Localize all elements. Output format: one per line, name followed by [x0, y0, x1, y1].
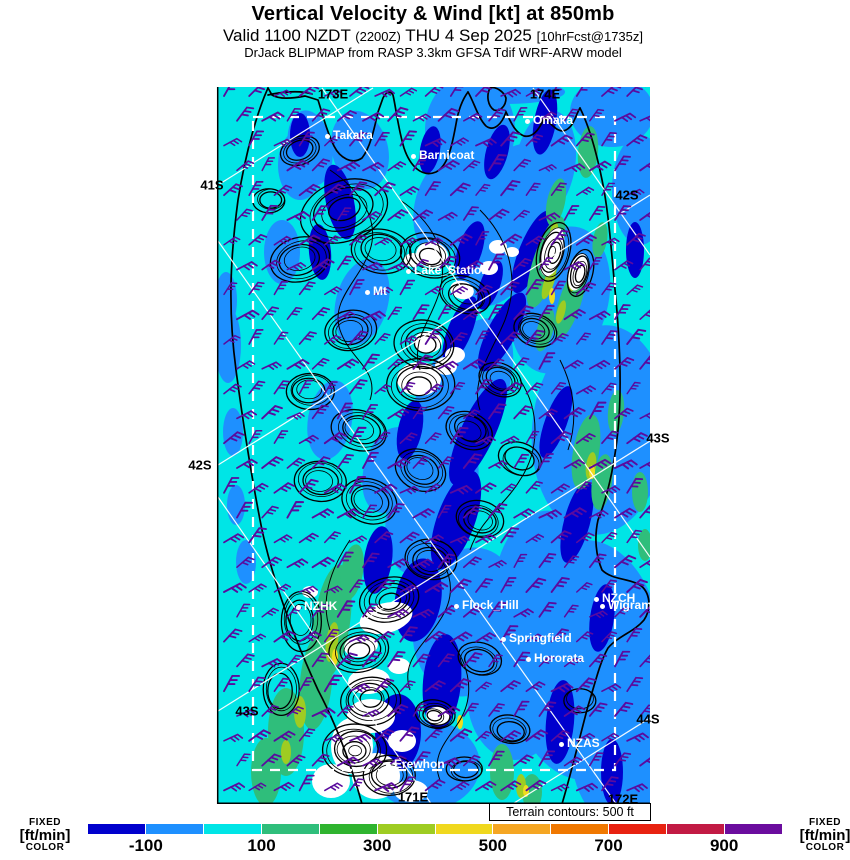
colorbar-segment	[551, 824, 609, 834]
legend-unit-label: [ft/min]	[799, 827, 850, 844]
colorbar-segment	[88, 824, 145, 834]
legend-color-label: COLOR	[805, 842, 845, 853]
colorbar-segment	[145, 824, 203, 834]
valid-prefix: Valid 1100 NZDT	[222, 26, 351, 46]
colorbar-ticks: -100 100 300 500 700 900	[0, 836, 850, 858]
colorbar-tick-label: -100	[128, 836, 163, 855]
legend-fixed-label: FIXED	[29, 817, 61, 828]
colorbar	[88, 824, 783, 834]
colorbar-tick-label: 300	[362, 836, 392, 855]
legend-color-label: COLOR	[25, 842, 65, 853]
colorbar-tick-label: 100	[247, 836, 276, 855]
legend-fixed-label: FIXED	[809, 817, 841, 828]
colorbar-segment	[667, 824, 725, 834]
header: Vertical Velocity & Wind [kt] at 850mb V…	[8, 3, 850, 61]
colorbar-segment	[319, 824, 377, 834]
legend-units-left: FIXED [ft/min] COLOR	[4, 818, 86, 853]
colorbar-segment	[435, 824, 493, 834]
colorbar-tick-label: 700	[594, 836, 623, 855]
forecast-tag: [10hrFcst@1735z]	[536, 29, 644, 45]
map-field	[217, 87, 650, 804]
colorbar-segment	[493, 824, 551, 834]
colorbar-segment	[377, 824, 435, 834]
page-title: Vertical Velocity & Wind [kt] at 850mb	[251, 3, 615, 25]
colorbar-tick-label: 500	[478, 836, 508, 855]
legend-unit-label: [ft/min]	[19, 827, 71, 844]
colorbar-tick-label: 900	[709, 836, 739, 855]
terrain-contour-note: Terrain contours: 500 ft	[489, 803, 651, 821]
model-line: DrJack BLIPMAP from RASP 3.3km GFSA Tdif…	[244, 45, 622, 61]
colorbar-segment	[725, 824, 783, 834]
colorbar-segment	[261, 824, 319, 834]
legend-units-right: FIXED [ft/min] COLOR	[784, 818, 850, 853]
valid-time-line: Valid 1100 NZDT (2200Z) THU 4 Sep 2025 […	[8, 26, 850, 45]
colorbar-segment	[609, 824, 667, 834]
valid-date: THU 4 Sep 2025	[405, 26, 532, 46]
colorbar-segment	[203, 824, 261, 834]
valid-utc: (2200Z)	[355, 29, 401, 45]
